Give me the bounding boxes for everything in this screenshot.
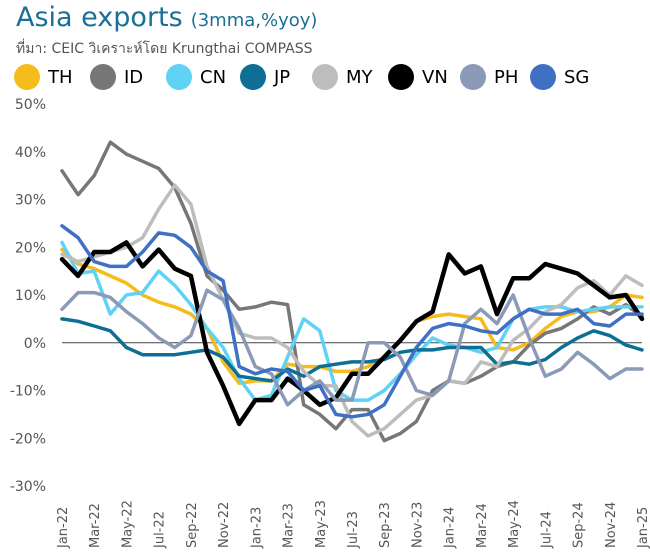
series-line-ph: [60, 288, 644, 407]
legend-item-id: ID: [90, 64, 143, 90]
legend-label: SG: [564, 66, 590, 88]
x-tick-label: May-24: [507, 500, 522, 548]
x-tick-label: Jan-24: [443, 507, 458, 549]
legend-swatch: [388, 64, 414, 90]
x-tick-label: Jan-22: [56, 507, 71, 549]
x-tick-label: Jul-24: [539, 511, 554, 549]
y-tick-label: 40%: [15, 145, 46, 161]
x-tick-label: Mar-22: [88, 503, 103, 548]
series-line-sg: [60, 224, 644, 419]
y-tick-label: 20%: [15, 240, 46, 256]
x-tick-label: Mar-23: [282, 503, 297, 548]
legend: TH ID CN JP MY VN PH SG: [14, 64, 644, 94]
legend-label: PH: [494, 66, 519, 88]
legend-item-sg: SG: [530, 64, 589, 90]
legend-item-my: MY: [312, 64, 373, 90]
x-tick-label: Jan-23: [249, 507, 264, 549]
source-note: ที่มา: CEIC วิเคราะห์โดย Krungthai COMPA…: [16, 41, 313, 57]
legend-swatch: [312, 64, 338, 90]
legend-label: TH: [48, 66, 73, 88]
legend-swatch: [240, 64, 266, 90]
legend-swatch: [166, 64, 192, 90]
x-tick-label: Sep-23: [378, 502, 393, 548]
legend-swatch: [90, 64, 116, 90]
series-line-jp: [60, 317, 644, 383]
legend-label: ID: [124, 66, 144, 88]
x-tick-label: May-23: [314, 500, 329, 548]
x-tick-label: Jan-25: [636, 507, 650, 549]
legend-item-vn: VN: [388, 64, 448, 90]
y-tick-label: -10%: [10, 384, 46, 400]
x-tick-label: Nov-23: [410, 502, 425, 548]
legend-label: MY: [346, 66, 373, 88]
legend-label: CN: [200, 66, 227, 88]
x-tick-label: Sep-22: [185, 502, 200, 548]
series-line-my: [60, 183, 644, 438]
legend-item-ph: PH: [460, 64, 518, 90]
x-tick-label: Mar-24: [475, 503, 490, 548]
x-tick-label: Jul-22: [153, 511, 168, 549]
y-tick-label: -20%: [10, 431, 46, 447]
y-tick-label: -30%: [10, 479, 46, 495]
x-tick-label: Nov-24: [604, 502, 619, 548]
legend-label: VN: [422, 66, 448, 88]
legend-item-jp: JP: [240, 64, 290, 90]
y-tick-label: 30%: [15, 193, 46, 209]
y-tick-label: 10%: [15, 288, 46, 304]
legend-item-cn: CN: [166, 64, 226, 90]
y-tick-label: 0%: [24, 336, 46, 352]
chart-title: Asia exports (3mma,%yoy): [16, 2, 317, 33]
x-tick-label: Nov-22: [217, 502, 232, 548]
x-tick-label: May-22: [120, 500, 135, 548]
x-tick-label: Jul-23: [346, 511, 361, 549]
legend-swatch: [460, 64, 486, 90]
series-line-th: [60, 247, 644, 386]
chart-subtitle: (3mma,%yoy): [190, 10, 318, 31]
legend-swatch: [530, 64, 556, 90]
series-line-id: [60, 140, 644, 443]
series-line-vn: [59, 240, 645, 427]
chart-title-text: Asia exports: [16, 2, 183, 33]
y-tick-label: 50%: [15, 97, 46, 113]
legend-item-th: TH: [14, 64, 73, 90]
legend-swatch: [14, 64, 40, 90]
x-tick-label: Sep-24: [572, 502, 587, 548]
legend-label: JP: [274, 66, 291, 88]
